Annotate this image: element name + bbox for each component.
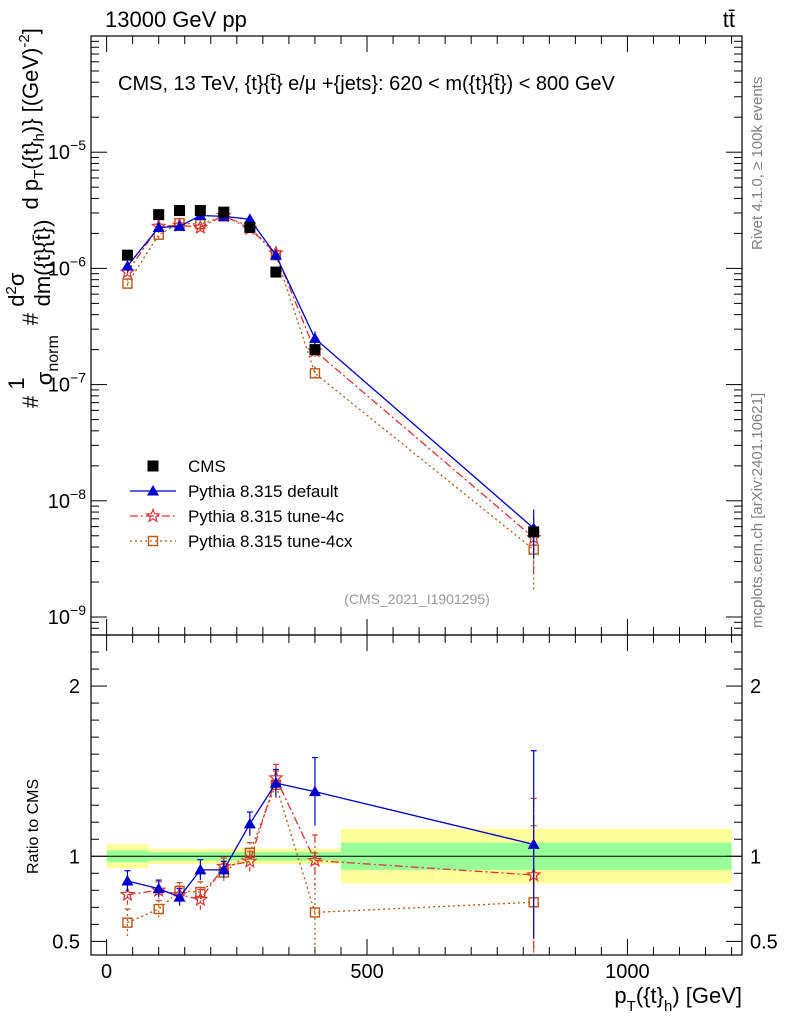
point-cms <box>270 266 282 278</box>
ylabel-frac2-num-rest: σ <box>4 272 29 286</box>
legend-item-default: Pythia 8.315 default <box>130 482 339 501</box>
ratio-series-default <box>121 750 540 938</box>
ylabel-frac2-num: d <box>4 294 29 306</box>
ratio-point-tune4cx <box>309 907 321 918</box>
ratio-point-default <box>152 882 165 894</box>
ylabel-frac2-den: dm({t}{t̄}) <box>30 220 55 307</box>
rivet-label: Rivet 4.1.0, ≥ 100k events <box>749 77 766 250</box>
main-ytick-label: 10−9 <box>48 602 86 629</box>
main-panel: CMS, 13 TeV, {t}{t̄} e/μ +{jets}: 620 < … <box>3 28 743 636</box>
ylabel-hash: # <box>18 395 43 408</box>
ratio-point-default <box>217 863 230 875</box>
xlabel-end: ) [GeV] <box>672 983 742 1008</box>
ylabel-tail-rest: ({t} <box>18 142 43 170</box>
ratio-point-tune4c <box>242 853 258 868</box>
ratio-xtick-label: 0 <box>101 961 112 983</box>
point-cms <box>309 344 321 356</box>
ylabel-tail-sub2: h <box>31 133 48 141</box>
ratio-point-default <box>243 817 256 829</box>
legend-label-tune4cx: Pythia 8.315 tune-4cx <box>188 532 353 551</box>
legend-marker-default <box>147 485 159 496</box>
mcplots-label: mcplots.cern.ch [arXiv:2401.10621] <box>749 393 766 628</box>
point-default <box>269 249 282 260</box>
svg-text:# 1 σnorm: # 1 σnorm # d2σ dm({t}{t̄}) d pT({t}h)} … <box>3 28 63 408</box>
main-ytick-label: 10−7 <box>48 370 86 397</box>
xlabel-sub2: h <box>664 998 672 1015</box>
legend-item-cms: CMS <box>147 457 226 476</box>
ratio-panel: 0.5 0.5 1 1 2 2 0 500 1000 Ratio to CMS pT({t}h)… <box>25 634 778 1015</box>
ratio-point-tune4c <box>192 891 209 907</box>
ratio-ytick-label: 2 <box>69 676 80 698</box>
point-tune4c <box>192 219 209 235</box>
ratio-xlabel: pT({t}h) [GeV] <box>614 983 742 1015</box>
legend-label-default: Pythia 8.315 default <box>188 482 339 501</box>
ratio-point-default <box>194 863 207 875</box>
ratio-ytick-label: 1 <box>69 846 80 868</box>
legend-marker-tune4cx <box>147 535 159 547</box>
header-left: 13000 GeV pp <box>105 7 247 32</box>
main-ytick-label: 10−5 <box>48 137 86 164</box>
ratio-point-default <box>269 777 282 788</box>
ratio-point-tune4cx <box>153 903 164 915</box>
ratio-ytick-label-right: 0.5 <box>750 931 778 953</box>
point-tune4cx <box>309 368 321 379</box>
point-tune4cx <box>122 278 133 289</box>
ylabel-tail-sub: T <box>31 170 48 179</box>
ylabel-frac1-den: σ <box>32 371 57 385</box>
point-cms <box>121 249 133 261</box>
ratio-point-default <box>121 874 134 886</box>
point-cms <box>218 206 230 218</box>
ratio-point-default <box>173 891 186 902</box>
legend-label-tune4c: Pythia 8.315 tune-4c <box>188 507 344 526</box>
point-cms <box>153 209 165 221</box>
legend-marker-tune4c <box>145 507 161 523</box>
watermark: (CMS_2021_I1901295) <box>344 591 490 607</box>
point-default <box>308 332 321 343</box>
xlabel-sub: T <box>627 998 636 1015</box>
ratio-point-tune4c <box>307 852 323 868</box>
ylabel-hash2: # <box>18 312 43 325</box>
ratio-frame <box>90 634 743 956</box>
ratio-point-default <box>527 838 540 849</box>
point-default <box>173 220 186 231</box>
ratio-ytick-label-right: 1 <box>750 846 761 868</box>
ratio-ylabel: Ratio to CMS <box>25 779 42 874</box>
main-ytick-label: 10−6 <box>48 253 86 280</box>
main-ylabel: # 1 σnorm # d2σ dm({t}{t̄}) d pT({t}h)} … <box>3 28 63 408</box>
header-right: tt̄ <box>723 7 735 32</box>
point-default <box>121 259 134 271</box>
ylabel-tail-close: ] <box>18 28 43 34</box>
ylabel-frac1-num: 1 <box>4 377 29 389</box>
point-cms <box>244 221 256 233</box>
point-default <box>243 213 256 224</box>
point-cms <box>174 204 186 216</box>
main-ytick-label: 10−8 <box>48 486 86 513</box>
ratio-ytick-label-right: 2 <box>750 676 761 698</box>
ylabel-frac2-num-sup: 2 <box>3 286 20 294</box>
legend: CMS Pythia 8.315 default Pythia 8.315 tune… <box>130 457 353 551</box>
main-title: CMS, 13 TeV, {t}{t̄} e/μ +{jets}: 620 < … <box>118 73 616 95</box>
legend-item-tune4c: Pythia 8.315 tune-4c <box>130 507 344 526</box>
ratio-point-tune4cx <box>122 917 133 928</box>
series-line-tune4cx <box>126 215 535 551</box>
ratio-point-default <box>308 785 321 797</box>
legend-item-tune4cx: Pythia 8.315 tune-4cx <box>130 532 353 551</box>
legend-label-cms: CMS <box>188 457 226 476</box>
point-cms <box>194 204 206 216</box>
ylabel-tail-sup: -2 <box>16 34 33 47</box>
ylabel-frac1-den-sub: norm <box>45 335 62 371</box>
ratio-ytick-label: 0.5 <box>52 931 80 953</box>
xlabel-main: p <box>614 983 626 1008</box>
point-default <box>152 221 165 232</box>
ratio-xtick-label: 500 <box>350 961 383 983</box>
ylabel-tail-end: )} [(GeV) <box>18 48 43 134</box>
ratio-xtick-label: 1000 <box>605 961 650 983</box>
ylabel-tail: d p <box>18 179 43 210</box>
point-cms <box>528 526 540 538</box>
xlabel-rest: ({t} <box>636 983 664 1008</box>
ratio-point-tune4c <box>119 886 136 902</box>
legend-marker-cms <box>147 460 159 472</box>
series-cms <box>121 204 540 538</box>
